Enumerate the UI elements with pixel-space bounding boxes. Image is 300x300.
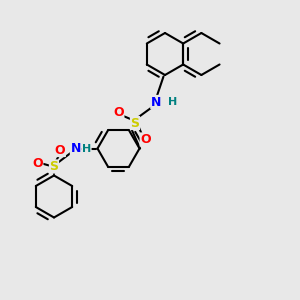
Text: N: N bbox=[151, 95, 161, 109]
Text: O: O bbox=[140, 133, 151, 146]
Text: O: O bbox=[32, 157, 43, 170]
Text: H: H bbox=[168, 97, 177, 107]
Text: S: S bbox=[50, 160, 58, 173]
Text: H: H bbox=[82, 143, 91, 154]
Text: O: O bbox=[113, 106, 124, 119]
Text: N: N bbox=[70, 142, 81, 155]
Text: O: O bbox=[55, 143, 65, 157]
Text: S: S bbox=[130, 116, 140, 130]
